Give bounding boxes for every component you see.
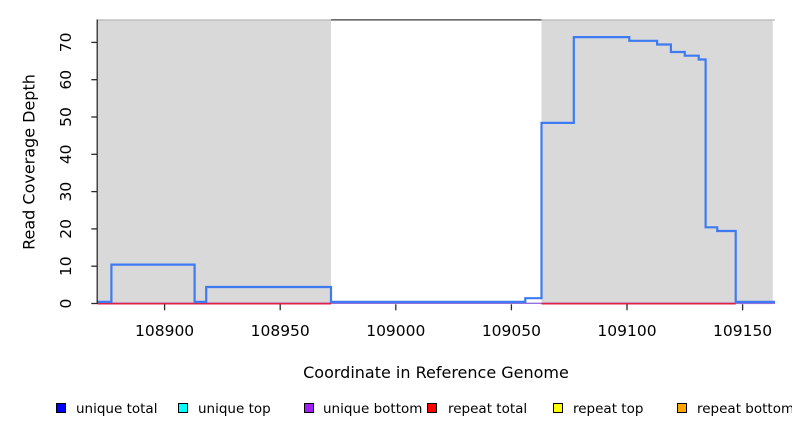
- x-tick-label-108900: 108900: [135, 322, 194, 340]
- x-tick-label-109050: 109050: [482, 322, 541, 340]
- repeat-region-1: [97, 20, 331, 305]
- legend-swatch-repeat-total: [427, 403, 437, 413]
- legend-label-repeat-bottom: repeat bottom: [697, 401, 792, 417]
- legend-swatch-unique-bottom: [304, 403, 314, 413]
- legend-label-repeat-top: repeat top: [573, 401, 644, 417]
- legend-swatch-repeat-top: [553, 403, 563, 413]
- legend-swatch-repeat-bottom: [677, 403, 687, 413]
- y-tick-label-30: 30: [57, 182, 75, 202]
- legend-label-unique-top: unique top: [198, 401, 271, 417]
- legend-label-unique-bottom: unique bottom: [323, 401, 423, 417]
- legend-label-unique-total: unique total: [76, 401, 158, 417]
- y-tick-label-70: 70: [57, 33, 75, 53]
- x-tick-label-109100: 109100: [597, 322, 656, 340]
- repeat-region-2: [541, 20, 773, 305]
- legend-swatch-unique-total: [56, 403, 66, 413]
- y-tick-label-0: 0: [57, 299, 75, 309]
- y-tick-label-10: 10: [57, 256, 75, 276]
- y-tick-label-50: 50: [57, 107, 75, 127]
- y-tick-label-20: 20: [57, 219, 75, 239]
- x-tick-label-109000: 109000: [366, 322, 425, 340]
- x-axis-title: Coordinate in Reference Genome: [303, 363, 569, 382]
- y-axis-title: Read Coverage Depth: [19, 74, 39, 250]
- x-tick-label-109150: 109150: [713, 322, 772, 340]
- coverage-step-line: [97, 36, 775, 303]
- y-tick-label-40: 40: [57, 144, 75, 164]
- y-tick-label-60: 60: [57, 70, 75, 90]
- legend-swatch-unique-top: [178, 403, 188, 413]
- legend-label-repeat-total: repeat total: [448, 401, 528, 417]
- x-tick-label-108950: 108950: [251, 322, 310, 340]
